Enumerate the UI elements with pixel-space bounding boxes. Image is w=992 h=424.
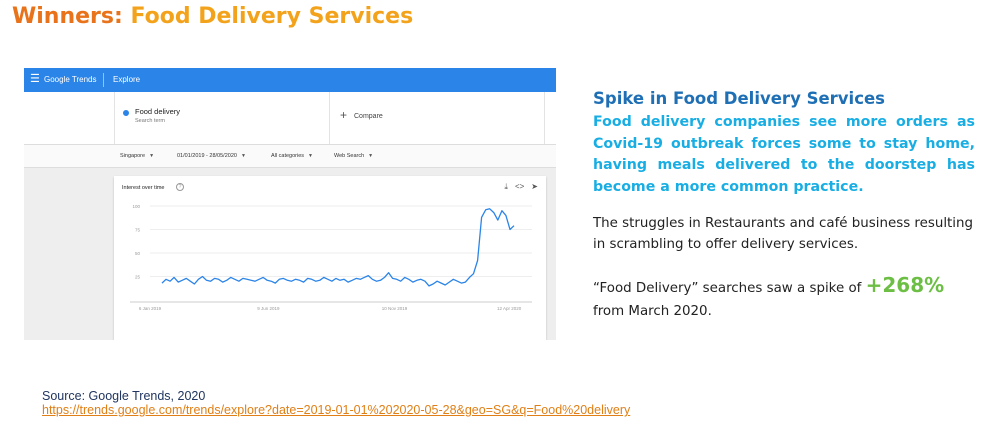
interest-over-time-chart: 25 50 75 100 6 Jan 2019 9 Jun 2019 10 Nov 2019… — [130, 204, 532, 311]
stat-value: +268% — [865, 273, 945, 297]
y-tick-label: 100 — [132, 204, 140, 209]
caret-down-icon: ▼ — [368, 153, 374, 159]
panel-stat-text: “Food Delivery” searches saw a spike of … — [593, 274, 975, 323]
trends-logo[interactable]: Google Trends — [44, 75, 97, 84]
card-actions: ⤓ <> ➤ — [497, 182, 538, 192]
title-topic: Food Delivery Services — [130, 4, 414, 29]
panel-heading: Spike in Food Delivery Services — [593, 89, 885, 108]
category-filter[interactable]: All categories ▼ — [271, 153, 313, 159]
divider — [103, 73, 104, 87]
search-term-card[interactable]: Food delivery Search term — [114, 92, 330, 144]
series-line-food-delivery — [161, 208, 515, 287]
search-term-name: Food delivery — [135, 107, 181, 116]
slide-title: Winners: Food Delivery Services — [12, 4, 413, 29]
explore-label: Explore — [113, 75, 141, 84]
source-link[interactable]: https://trends.google.com/trends/explore… — [42, 403, 631, 417]
caret-down-icon: ▼ — [149, 153, 155, 159]
x-tick-label: 6 Jan 2019 — [139, 306, 162, 311]
title-prefix: Winners: — [12, 4, 131, 29]
trends-top-bar: ☰ Google Trends Explore — [24, 68, 556, 92]
date-range-filter-label: 01/01/2019 - 28/05/2020 — [177, 153, 237, 159]
y-tick-label: 75 — [135, 228, 141, 233]
caret-down-icon: ▼ — [308, 153, 313, 159]
filters-bar: Singapore ▼ 01/01/2019 - 28/05/2020 ▼ All … — [24, 145, 556, 168]
date-range-filter[interactable]: 01/01/2019 - 28/05/2020 ▼ — [177, 153, 246, 159]
y-tick-label: 50 — [135, 251, 141, 256]
embed-icon[interactable]: <> — [514, 182, 525, 191]
source-label: Source: Google Trends, 2020 — [42, 389, 206, 403]
download-icon[interactable]: ⤓ — [504, 182, 508, 191]
region-filter-label: Singapore — [120, 153, 146, 159]
y-tick-label: 25 — [135, 275, 141, 280]
stat-prefix: “Food Delivery” searches saw a spike of — [593, 281, 866, 296]
region-filter[interactable]: Singapore ▼ — [120, 153, 154, 159]
x-tick-label: 9 Jun 2019 — [257, 306, 280, 311]
x-tick-label: 10 Nov 2019 — [382, 306, 408, 311]
search-type-filter-label: Web Search — [334, 153, 365, 159]
interest-over-time-card: Interest over time ? ⤓ <> ➤ 25 50 75 100 6 Jan… — [114, 176, 546, 340]
share-icon[interactable]: ➤ — [531, 182, 538, 191]
card-title: Interest over time — [122, 185, 165, 191]
search-term-type: Search term — [135, 118, 165, 124]
compare-label: Compare — [354, 113, 383, 120]
help-icon[interactable]: ? — [176, 183, 184, 191]
x-tick-label: 12 Apr 2020 — [497, 306, 522, 311]
search-type-filter[interactable]: Web Search ▼ — [334, 153, 373, 159]
stat-suffix: from March 2020. — [593, 304, 712, 319]
panel-lead-text: Food delivery companies see more orders … — [593, 114, 975, 195]
search-terms-row: Food delivery Search term + Compare — [24, 92, 556, 145]
category-filter-label: All categories — [271, 153, 305, 159]
info-panel: Spike in Food Delivery Services Food del… — [593, 88, 975, 323]
google-trends-screenshot: ☰ Google Trends Explore Food delivery Se… — [24, 68, 556, 340]
plus-icon: + — [340, 108, 348, 122]
series-color-dot — [123, 110, 129, 116]
compare-button[interactable]: + Compare — [328, 92, 545, 144]
panel-body-text: The struggles in Restaurants and café bu… — [593, 216, 974, 252]
hamburger-icon[interactable]: ☰ — [30, 73, 40, 85]
caret-down-icon: ▼ — [240, 153, 246, 159]
